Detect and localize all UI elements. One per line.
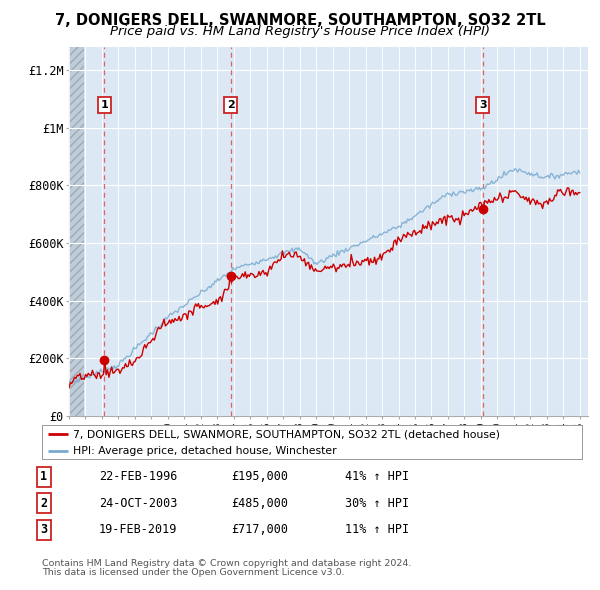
Text: 2: 2 — [227, 100, 235, 110]
Text: Contains HM Land Registry data © Crown copyright and database right 2024.: Contains HM Land Registry data © Crown c… — [42, 559, 412, 568]
Text: 7, DONIGERS DELL, SWANMORE, SOUTHAMPTON, SO32 2TL (detached house): 7, DONIGERS DELL, SWANMORE, SOUTHAMPTON,… — [73, 429, 500, 439]
Text: 24-OCT-2003: 24-OCT-2003 — [99, 497, 178, 510]
Text: 1: 1 — [40, 470, 47, 483]
Text: 3: 3 — [40, 523, 47, 536]
Text: 2: 2 — [40, 497, 47, 510]
Text: £717,000: £717,000 — [231, 523, 288, 536]
Text: 3: 3 — [479, 100, 487, 110]
Text: 30% ↑ HPI: 30% ↑ HPI — [345, 497, 409, 510]
Text: 1: 1 — [100, 100, 108, 110]
Text: HPI: Average price, detached house, Winchester: HPI: Average price, detached house, Winc… — [73, 446, 337, 456]
Bar — [69, 47, 84, 416]
Text: Price paid vs. HM Land Registry's House Price Index (HPI): Price paid vs. HM Land Registry's House … — [110, 25, 490, 38]
Text: £485,000: £485,000 — [231, 497, 288, 510]
Text: This data is licensed under the Open Government Licence v3.0.: This data is licensed under the Open Gov… — [42, 568, 344, 577]
Text: 22-FEB-1996: 22-FEB-1996 — [99, 470, 178, 483]
Text: 41% ↑ HPI: 41% ↑ HPI — [345, 470, 409, 483]
Text: 7, DONIGERS DELL, SWANMORE, SOUTHAMPTON, SO32 2TL: 7, DONIGERS DELL, SWANMORE, SOUTHAMPTON,… — [55, 13, 545, 28]
Text: £195,000: £195,000 — [231, 470, 288, 483]
Text: 19-FEB-2019: 19-FEB-2019 — [99, 523, 178, 536]
Text: 11% ↑ HPI: 11% ↑ HPI — [345, 523, 409, 536]
